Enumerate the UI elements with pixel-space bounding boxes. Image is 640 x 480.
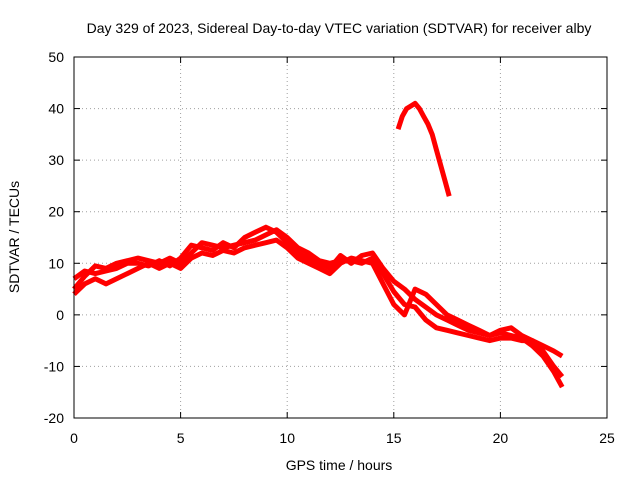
x-tick-label: 15 — [386, 430, 402, 446]
series-group — [72, 100, 565, 389]
y-tick-label: -20 — [44, 410, 64, 426]
y-tick-label: 0 — [56, 307, 64, 323]
x-tick-label: 20 — [493, 430, 509, 446]
x-tick-label: 10 — [279, 430, 295, 446]
series-line-track-c — [72, 237, 565, 379]
plot-frame — [73, 56, 608, 419]
y-tick-label: 50 — [48, 49, 64, 65]
series-line-track-d — [395, 100, 452, 197]
series-line-track-b — [72, 224, 565, 389]
y-axis-label: SDTVAR / TECUs — [6, 181, 22, 293]
x-tick-label: 0 — [70, 430, 78, 446]
y-tick-label: 20 — [48, 204, 64, 220]
y-tick-label: 40 — [48, 101, 64, 117]
x-tick-label: 25 — [599, 430, 615, 446]
x-tick-label: 5 — [177, 430, 185, 446]
grid — [74, 57, 607, 418]
y-tick-label: 10 — [48, 255, 64, 271]
y-tick-label: -10 — [44, 358, 64, 374]
x-axis: 0 5 10 15 20 25 — [70, 57, 615, 446]
y-axis: -20 -10 0 10 20 30 40 50 — [44, 49, 607, 426]
x-axis-label: GPS time / hours — [286, 457, 393, 473]
y-tick-label: 30 — [48, 152, 64, 168]
chart-title: Day 329 of 2023, Sidereal Day-to-day VTE… — [87, 20, 592, 36]
